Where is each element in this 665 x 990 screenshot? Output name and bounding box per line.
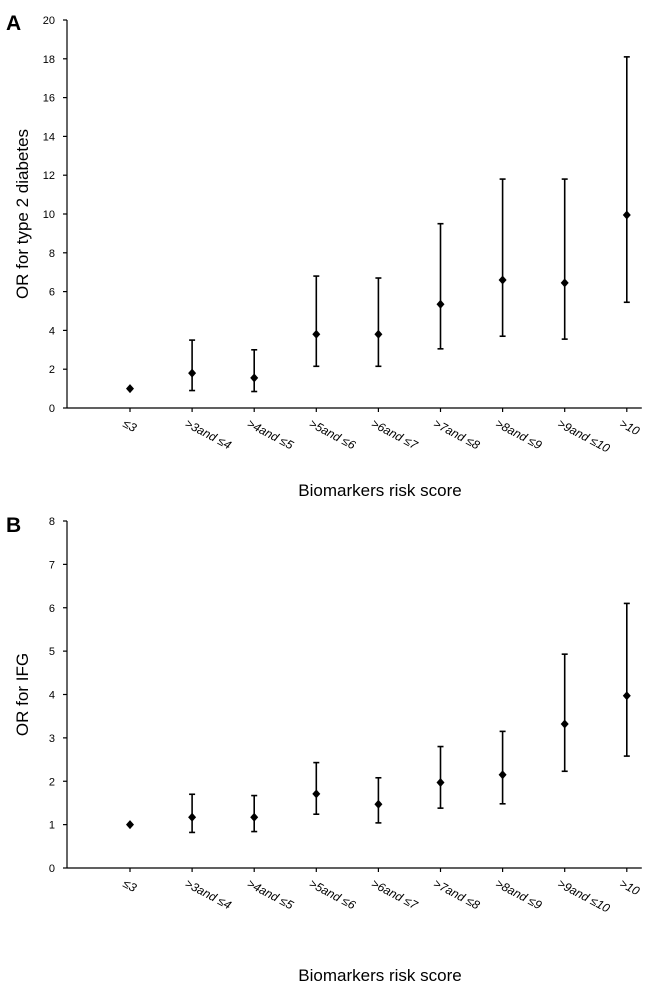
- y-axis-title: OR for type 2 diabetes: [13, 129, 32, 299]
- x-tick-label: >8and ≤9: [493, 416, 544, 452]
- x-tick-label: >8and ≤9: [493, 876, 544, 912]
- data-point: [622, 210, 631, 220]
- x-tick-label: >6and ≤7: [369, 876, 421, 913]
- y-tick-label: 4: [49, 325, 55, 337]
- y-ticks: 0 1 2 3 4 5 6 7 8: [49, 516, 67, 875]
- y-tick-label: 16: [43, 93, 55, 105]
- y-tick-label: 18: [43, 54, 55, 66]
- y-tick-label: 14: [43, 131, 55, 143]
- x-ticks: ≤3 >3and ≤4 >4and ≤5 >5and ≤6 >6and ≤7 >7and …: [121, 408, 642, 456]
- x-axis-title: Biomarkers risk score: [298, 481, 461, 500]
- x-tick-label: >4and ≤5: [245, 876, 296, 912]
- data-point: [312, 789, 321, 799]
- data-point: [250, 373, 259, 383]
- y-tick-label: 20: [43, 15, 55, 27]
- x-tick-label: >4and ≤5: [245, 416, 296, 452]
- y-tick-label: 2: [49, 364, 55, 376]
- y-tick-label: 5: [49, 646, 55, 658]
- x-tick-label: >9and ≤10: [555, 876, 612, 915]
- x-axis-title: Biomarkers risk score: [298, 966, 461, 985]
- y-tick-label: 7: [49, 559, 55, 571]
- data-point: [250, 812, 259, 822]
- chart-panel-b: B 0 1 2 3 4 5 6 7 8 ≤3 >3and ≤4 >4and ≤5 >5and ≤6 >6…: [6, 514, 642, 985]
- y-tick-label: 4: [49, 690, 55, 702]
- y-tick-label: 6: [49, 287, 55, 299]
- data-point: [312, 329, 321, 339]
- y-tick-label: 8: [49, 516, 55, 528]
- x-tick-label: ≤3: [121, 876, 140, 895]
- y-tick-label: 8: [49, 248, 55, 260]
- x-tick-label: ≤3: [121, 416, 140, 435]
- x-tick-label: >3and ≤4: [183, 416, 234, 452]
- x-tick-label: >6and ≤7: [369, 416, 421, 453]
- x-tick-label: >9and ≤10: [555, 416, 612, 455]
- y-tick-label: 12: [43, 170, 55, 182]
- y-tick-label: 1: [49, 820, 55, 832]
- data-marks: [126, 56, 631, 394]
- data-point: [498, 275, 507, 285]
- data-point: [622, 691, 631, 701]
- y-tick-label: 3: [49, 733, 55, 745]
- data-point: [436, 299, 445, 309]
- x-tick-label: >10: [617, 416, 642, 438]
- data-point: [126, 820, 134, 830]
- chart-panel-a: A 0 2 4 6 8 10 12 14 16 18 20 ≤3 >3and ≤4 >4and ≤5 >5…: [6, 12, 642, 500]
- x-tick-label: >7and ≤8: [431, 416, 482, 452]
- y-tick-label: 2: [49, 776, 55, 788]
- panel-label-a: A: [6, 12, 21, 35]
- data-point: [436, 778, 445, 788]
- y-axis-title: OR for IFG: [13, 653, 32, 736]
- data-point: [188, 812, 197, 822]
- y-tick-label: 6: [49, 603, 55, 615]
- y-tick-label: 10: [43, 209, 55, 221]
- x-tick-label: >7and ≤8: [431, 876, 482, 912]
- data-point: [498, 770, 507, 780]
- y-ticks: 0 2 4 6 8 10 12 14 16 18 20: [43, 15, 67, 415]
- x-tick-label: >10: [617, 876, 642, 898]
- data-point: [374, 329, 383, 339]
- data-point: [560, 719, 569, 729]
- data-marks: [126, 602, 631, 834]
- x-tick-label: >5and ≤6: [307, 876, 358, 912]
- data-point: [126, 384, 134, 394]
- x-tick-label: >5and ≤6: [307, 416, 358, 452]
- panel-label-b: B: [6, 514, 21, 537]
- data-point: [188, 368, 197, 378]
- data-point: [560, 278, 569, 288]
- x-ticks: ≤3 >3and ≤4 >4and ≤5 >5and ≤6 >6and ≤7 >7and …: [121, 868, 642, 916]
- data-point: [374, 799, 383, 809]
- x-tick-label: >3and ≤4: [183, 876, 234, 912]
- y-tick-label: 0: [49, 403, 55, 415]
- y-tick-label: 0: [49, 863, 55, 875]
